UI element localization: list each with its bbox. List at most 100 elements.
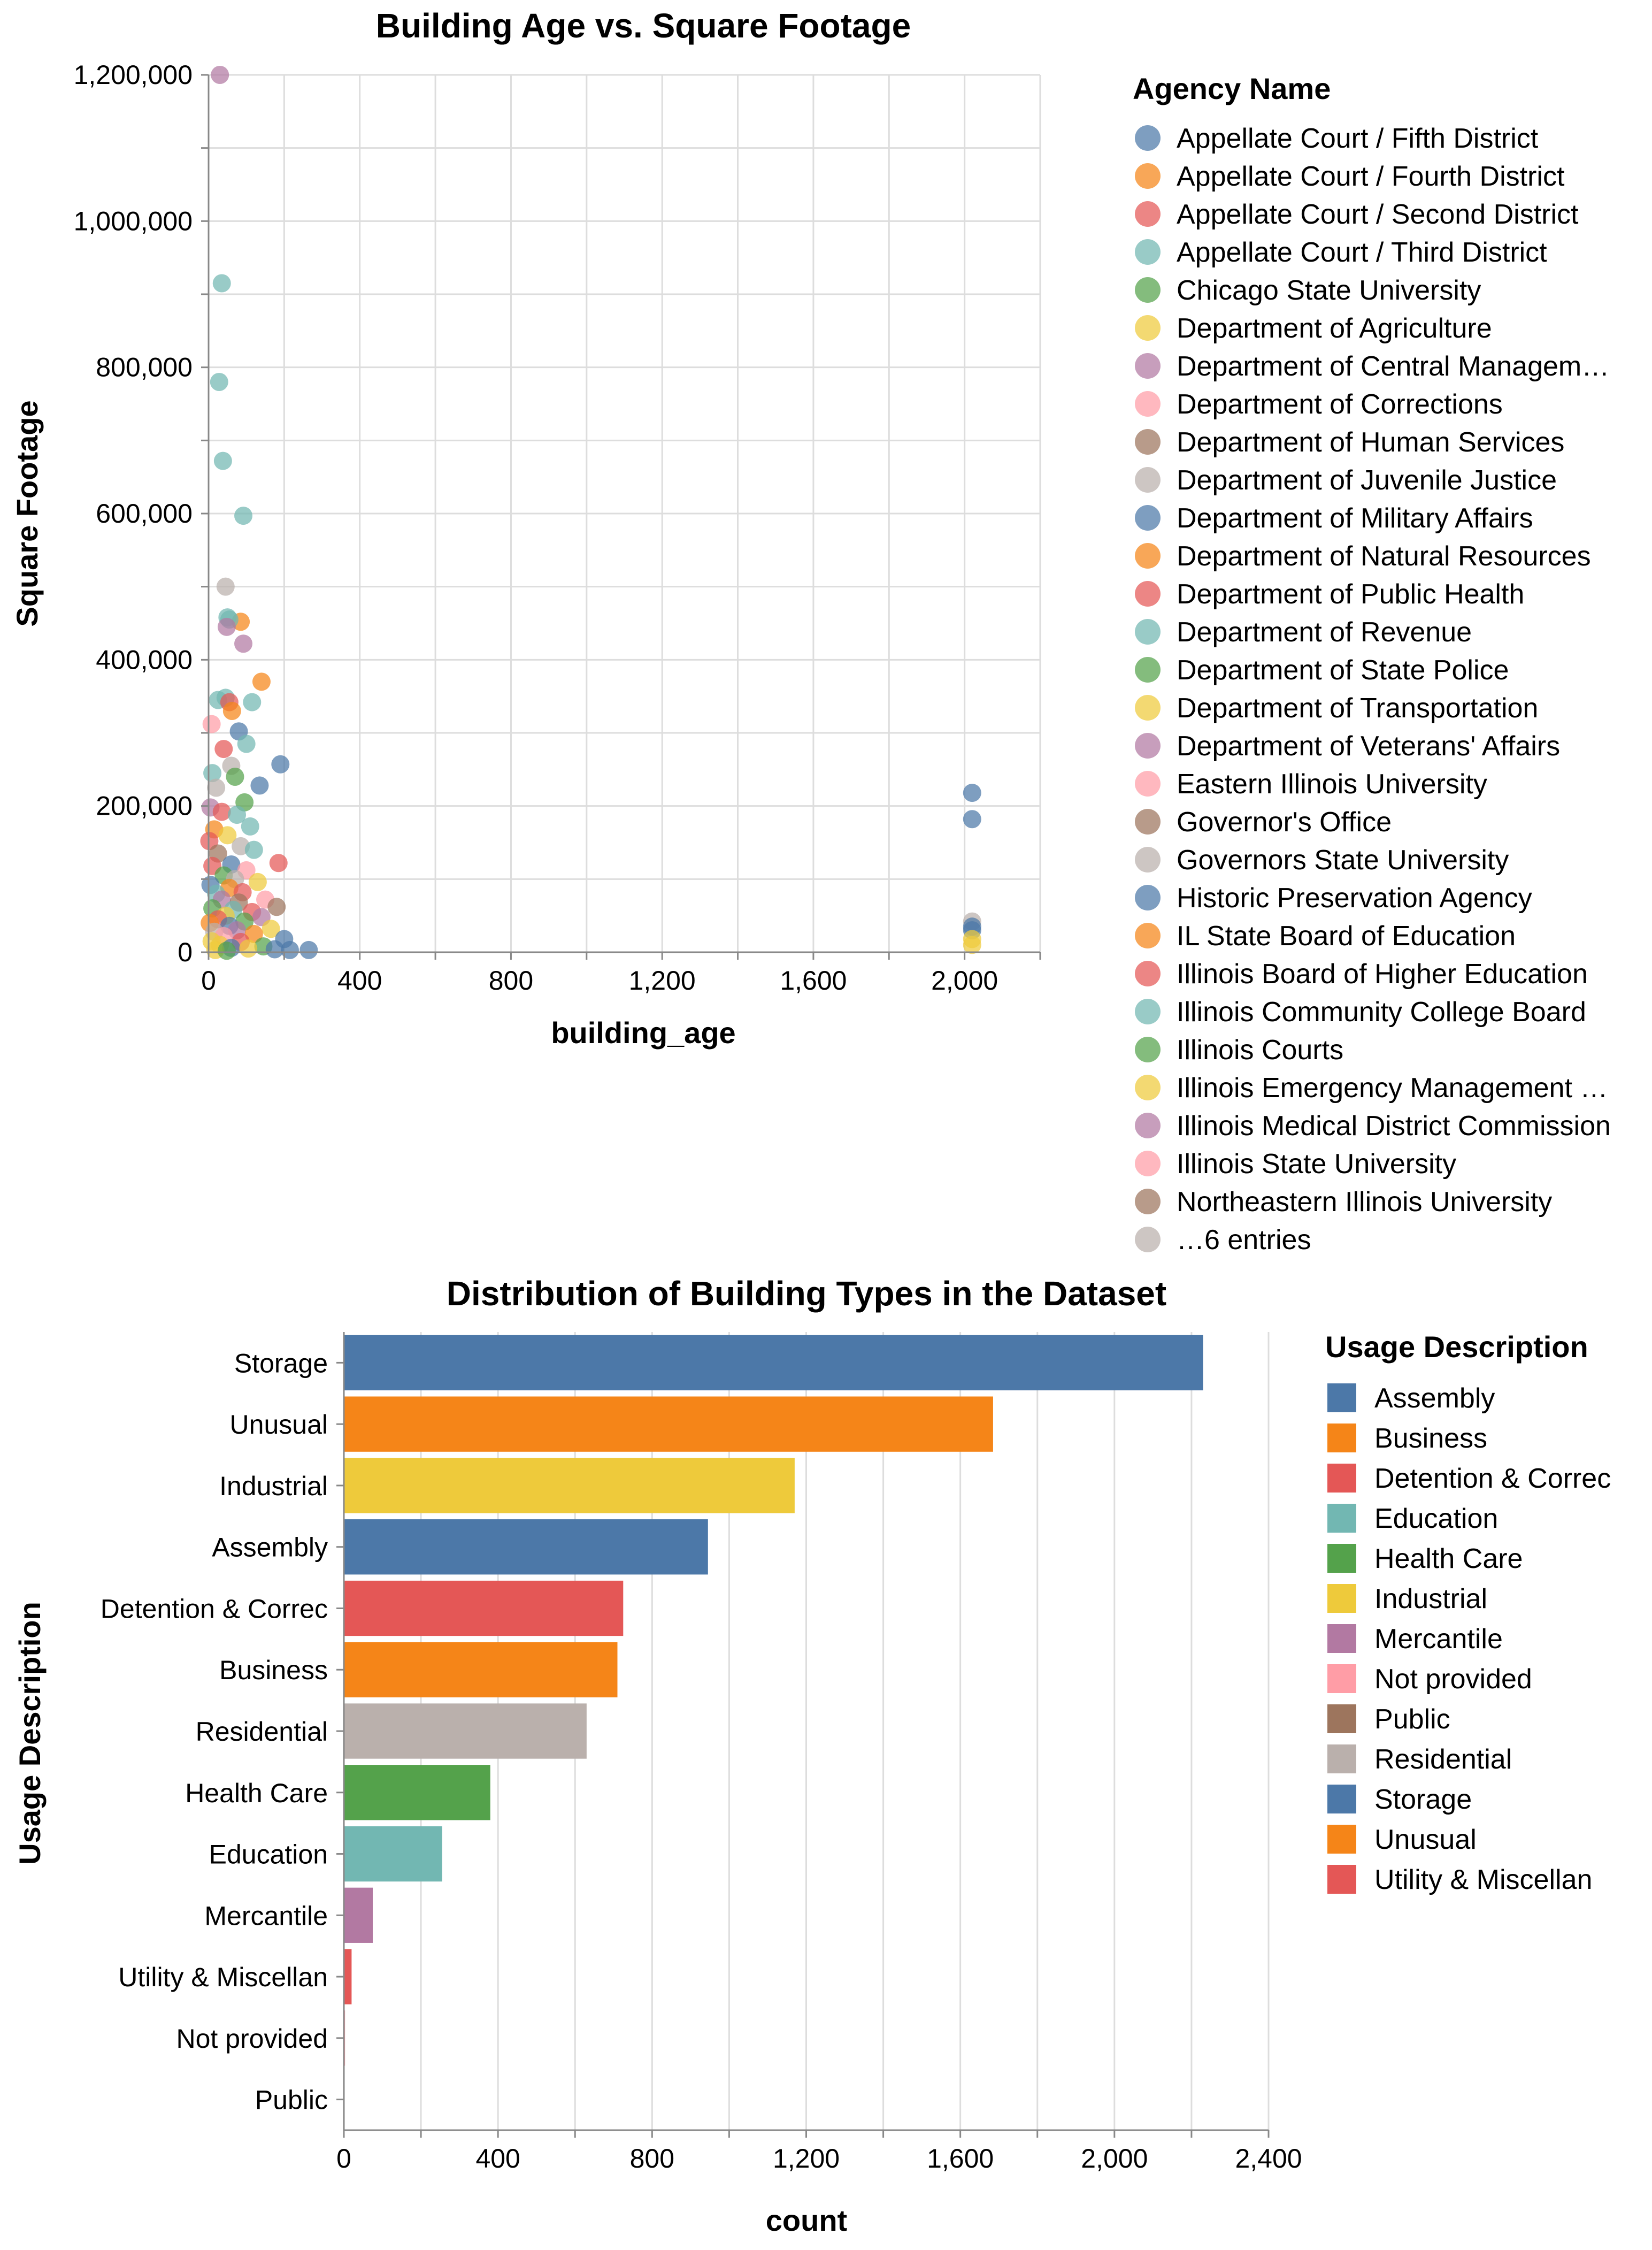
scatter-point (271, 755, 290, 774)
bar-category-label: Storage (234, 1348, 328, 1378)
agency-legend-label: Appellate Court / Fifth District (1177, 123, 1539, 154)
agency-legend-swatch (1135, 201, 1161, 227)
scatter-point (248, 873, 267, 891)
scatter-points (200, 66, 981, 960)
usage-legend-swatch (1327, 1785, 1356, 1813)
agency-legend-label: Appellate Court / Fourth District (1177, 161, 1565, 192)
bar-x-tick-label: 400 (475, 2144, 520, 2174)
agency-legend-swatch (1135, 1075, 1161, 1100)
usage-legend-label: Utility & Miscellan (1374, 1864, 1592, 1895)
agency-legend-label: Department of Transportation (1177, 693, 1538, 724)
agency-legend-swatch (1135, 619, 1161, 645)
scatter-point (207, 778, 226, 797)
scatter-y-axis-title: Square Footage (10, 400, 44, 626)
agency-legend-swatch (1135, 125, 1161, 151)
agency-legend-label: Historic Preservation Agency (1177, 883, 1532, 914)
bar-title: Distribution of Building Types in the Da… (447, 1274, 1166, 1313)
scatter-point (963, 784, 981, 802)
usage-legend-swatch (1327, 1383, 1356, 1412)
usage-legend-swatch (1327, 1544, 1356, 1573)
scatter-point (250, 776, 269, 795)
scatter-point (243, 693, 262, 711)
bars (344, 1335, 1203, 2127)
usage-legend-label: Unusual (1374, 1824, 1477, 1855)
bar-category-label: Not provided (176, 2024, 328, 2054)
agency-legend-swatch (1135, 809, 1161, 835)
usage-legend-swatch (1327, 1624, 1356, 1653)
usage-legend-swatch (1327, 1865, 1356, 1894)
usage-legend-label: Not provided (1374, 1664, 1532, 1695)
scatter-chart: Building Age vs. Square Footage 0 400 800 1… (10, 6, 1611, 1256)
scatter-point (213, 451, 232, 470)
agency-legend-label: Governors State University (1177, 845, 1509, 876)
scatter-point (244, 924, 263, 943)
agency-legend-swatch (1135, 1227, 1161, 1252)
bar (344, 1765, 490, 1820)
scatter-y-tick-label: 1,200,000 (74, 60, 193, 90)
scatter-point (222, 702, 241, 720)
agency-legend-swatch (1135, 885, 1161, 910)
scatter-title: Building Age vs. Square Footage (376, 6, 911, 45)
agency-legend-label: Governor's Office (1177, 807, 1392, 838)
scatter-point (244, 840, 263, 859)
usage-legend-swatch (1327, 1584, 1356, 1613)
scatter-point (241, 817, 259, 836)
bar-x-tick-label: 1,200 (773, 2144, 840, 2174)
agency-legend-label: Department of Public Health (1177, 579, 1524, 610)
bar-category-label: Industrial (219, 1471, 328, 1501)
bar-category-label: Education (209, 1840, 328, 1870)
scatter-point (218, 826, 237, 845)
usage-legend-label: Assembly (1374, 1383, 1495, 1414)
usage-legend-swatch (1327, 1704, 1356, 1733)
scatter-y-tick-label: 0 (178, 937, 193, 967)
scatter-x-tick-label: 400 (337, 966, 382, 996)
agency-legend-swatch (1135, 467, 1161, 493)
scatter-point (216, 577, 235, 596)
scatter-point (239, 939, 258, 958)
agency-legend-label: Chicago State University (1177, 275, 1481, 306)
scatter-point (234, 507, 253, 525)
agency-legend-label: Department of Human Services (1177, 427, 1564, 458)
scatter-y-tick-label: 200,000 (96, 791, 193, 821)
scatter-point (963, 936, 981, 954)
agency-legend-label: Appellate Court / Third District (1177, 237, 1547, 268)
bar-category-label: Public (255, 2085, 328, 2115)
usage-legend-swatch (1327, 1424, 1356, 1452)
scatter-grid (208, 74, 1041, 953)
agency-legend-label: Illinois State University (1177, 1149, 1456, 1180)
scatter-x-tick-label: 1,200 (629, 966, 696, 996)
bar-category-label: Health Care (185, 1778, 328, 1808)
bar (344, 1580, 624, 1636)
agency-legend-swatch (1135, 353, 1161, 379)
scatter-point (280, 940, 299, 959)
scatter-point (963, 810, 981, 829)
bar-y-axis-title: Usage Description (13, 1602, 47, 1865)
agency-legend-swatch (1135, 847, 1161, 873)
scatter-y-tick-label: 400,000 (96, 645, 193, 675)
bar (344, 1949, 352, 2004)
agency-legend-swatch (1135, 695, 1161, 721)
agency-legend-swatch (1135, 315, 1161, 341)
agency-legend-label: Department of Central Managem… (1177, 351, 1609, 382)
scatter-point (217, 617, 236, 636)
scatter-y-tick-label: 800,000 (96, 353, 193, 382)
agency-legend-swatch (1135, 543, 1161, 569)
scatter-point (234, 634, 253, 653)
agency-legend-label: Department of Revenue (1177, 617, 1472, 648)
agency-legend-title: Agency Name (1133, 72, 1331, 105)
scatter-point (212, 802, 231, 821)
agency-legend-swatch (1135, 961, 1161, 986)
agency-legend-label: Department of Natural Resources (1177, 541, 1591, 572)
agency-legend-label: Department of Agriculture (1177, 313, 1492, 344)
agency-legend-label: Department of Juvenile Justice (1177, 465, 1557, 496)
bar-category-label: Utility & Miscellan (118, 1962, 328, 1992)
usage-legend-label: Industrial (1374, 1583, 1487, 1614)
scatter-x-tick-label: 2,000 (931, 966, 998, 996)
agency-legend: Appellate Court / Fifth District Appellat… (1135, 123, 1611, 1256)
agency-legend-swatch (1135, 1113, 1161, 1138)
agency-legend-label: Department of Military Affairs (1177, 503, 1533, 534)
agency-legend-label: Illinois Board of Higher Education (1177, 959, 1588, 990)
bar (344, 1642, 618, 1697)
agency-legend-label: IL State Board of Education (1177, 921, 1516, 952)
